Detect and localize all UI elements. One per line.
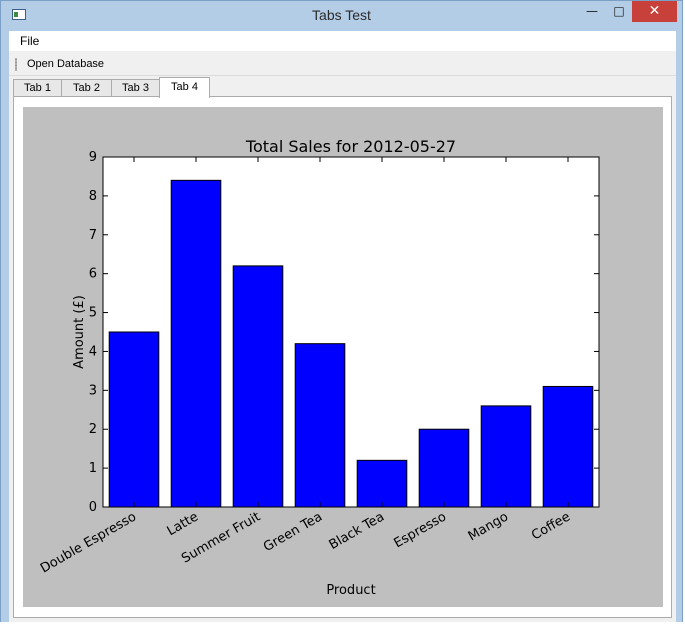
x-tick-label: Double Espresso [38, 509, 139, 576]
y-tick-label: 3 [89, 383, 97, 398]
desktop-background [0, 622, 685, 630]
bar-double-espresso [108, 331, 160, 508]
toolbar: Open Database [9, 53, 676, 76]
toolbar-grip-handle[interactable] [15, 58, 17, 71]
chart-title: Total Sales for 2012-05-27 [245, 137, 456, 156]
app-icon[interactable] [12, 9, 26, 20]
maximize-button[interactable]: □ [613, 4, 625, 18]
y-tick-label: 5 [89, 306, 97, 321]
x-tick-label: Black Tea [327, 509, 387, 552]
tab-1[interactable]: Tab 1 [13, 79, 62, 96]
tab-3[interactable]: Tab 3 [111, 79, 160, 96]
title-bar[interactable]: Tabs Test — □ ✕ [1, 1, 682, 31]
y-tick-label: 6 [89, 267, 97, 282]
tab-4-panel: 0 1 2 3 4 5 6 7 8 9 Double Espresso Latte Summer Fru… [13, 96, 672, 618]
tab-bar: Tab 1 Tab 2 Tab 3 Tab 4 [13, 77, 653, 98]
bar-mango [480, 405, 532, 508]
y-tick-label: 2 [89, 422, 97, 437]
y-tick-label: 7 [89, 228, 97, 243]
menu-bar: File [9, 31, 676, 51]
y-axis-label: Amount (£) [72, 295, 87, 369]
window-client-area: File Open Database Tab 1 Tab 2 Tab 3 Tab… [9, 31, 676, 622]
x-tick-label: Espresso [391, 509, 449, 551]
bar-coffee [542, 385, 594, 508]
close-button[interactable]: ✕ [632, 1, 677, 22]
y-tick-label: 1 [89, 461, 97, 476]
x-tick-label: Mango [466, 509, 511, 544]
tab-4[interactable]: Tab 4 [159, 77, 210, 98]
x-tick-label: Coffee [529, 509, 573, 543]
bar-summer-fruit [232, 265, 284, 508]
tab-2[interactable]: Tab 2 [61, 79, 112, 96]
chart-figure: 0 1 2 3 4 5 6 7 8 9 Double Espresso Latte Summer Fru… [23, 107, 663, 607]
open-database-button[interactable]: Open Database [27, 58, 105, 70]
y-tick-label: 0 [89, 500, 97, 515]
plot-frame [102, 156, 600, 508]
x-tick-label: Green Tea [261, 509, 325, 555]
x-axis-label: Product [326, 583, 375, 598]
minimize-button[interactable]: — [586, 4, 598, 18]
menu-file[interactable]: File [20, 34, 40, 48]
bar-espresso [418, 428, 470, 508]
bar-latte [170, 179, 222, 508]
bar-green-tea [294, 343, 346, 508]
y-tick-label: 9 [89, 150, 97, 165]
y-tick-label: 8 [89, 189, 97, 204]
y-tick-label: 4 [89, 344, 97, 359]
window-title: Tabs Test [312, 7, 371, 23]
x-tick-label: Latte [165, 509, 201, 539]
bar-black-tea [356, 459, 408, 508]
